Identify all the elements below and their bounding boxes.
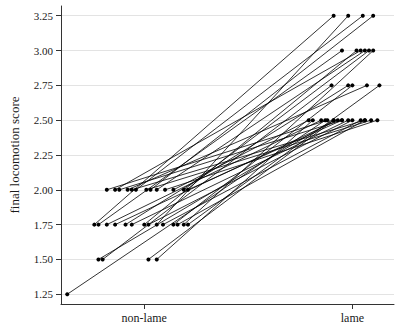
svg-text:non-lame: non-lame [122, 311, 167, 325]
svg-text:1.75: 1.75 [34, 219, 54, 231]
svg-text:lame: lame [341, 311, 364, 325]
svg-text:1.25: 1.25 [34, 288, 54, 300]
svg-text:2.00: 2.00 [34, 184, 54, 196]
svg-text:3.25: 3.25 [34, 10, 54, 22]
svg-text:3.00: 3.00 [34, 45, 54, 57]
svg-text:1.50: 1.50 [34, 253, 54, 265]
svg-text:2.50: 2.50 [34, 114, 54, 126]
svg-text:2.25: 2.25 [34, 149, 54, 161]
svg-text:final locomotion score: final locomotion score [7, 96, 22, 213]
svg-text:2.75: 2.75 [34, 79, 54, 91]
